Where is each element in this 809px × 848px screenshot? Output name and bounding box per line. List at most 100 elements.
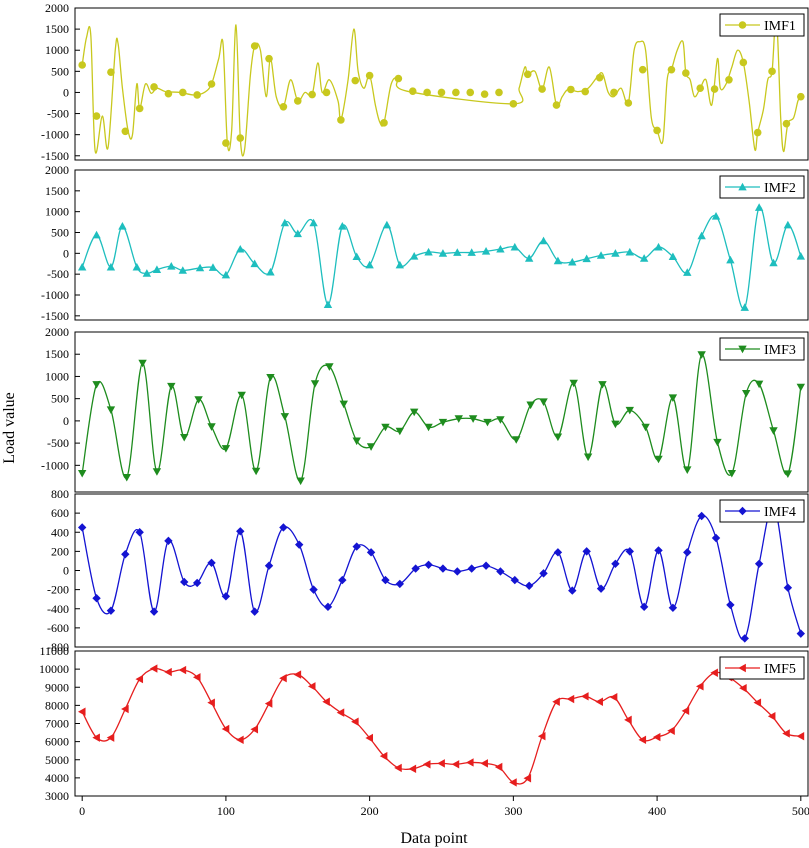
y-tick-label: -1000 [41,458,69,472]
data-point-imf3 [468,415,478,423]
data-point-imf2 [195,263,205,272]
data-point-imf1 [222,139,230,147]
series-line-imf2 [81,206,802,310]
x-tick-label: 200 [361,804,379,818]
y-tick-label: 1000 [45,43,69,57]
data-point-imf5 [121,704,129,714]
data-point-imf4 [395,579,405,589]
data-point-imf2 [77,262,87,271]
data-point-imf3 [654,455,663,464]
data-point-imf5 [394,763,402,773]
data-point-imf2 [152,265,162,273]
data-point-imf4 [596,584,606,593]
data-point-imf4 [207,558,216,568]
y-tick-label: 9000 [45,680,69,694]
y-tick-label: 8000 [45,698,69,712]
data-point-imf5 [207,698,215,707]
y-tick-label: 0 [63,564,69,578]
data-point-imf1 [250,42,259,50]
data-point-imf4 [467,564,476,573]
data-point-imf4 [424,560,433,569]
data-point-imf5 [696,682,704,691]
data-point-imf5 [667,726,675,735]
data-point-imf3 [713,438,722,447]
data-point-imf3 [741,389,751,398]
x-tick-label: 100 [217,804,235,818]
data-point-imf1 [452,88,460,97]
data-point-imf1 [279,103,288,111]
y-tick-label: 11000 [39,644,69,658]
data-point-imf1 [710,85,719,93]
legend-imf5: IMF5 [719,656,805,680]
data-point-imf5 [336,708,345,717]
legend-label-imf2: IMF2 [764,181,796,196]
y-tick-label: 1500 [45,22,69,36]
panel-frame [74,331,809,493]
data-point-imf2 [568,257,577,266]
data-point-imf2 [596,251,606,259]
data-point-imf4 [149,607,159,616]
y-tick-label: -600 [47,621,69,635]
data-point-imf3 [668,394,678,402]
data-point-imf4 [250,607,259,616]
y-tick-label: 500 [51,226,69,240]
panel-imf5: 3000 4000 5000 6000 7000 8000 9000 10000 11000 IM… [39,644,809,803]
data-point-imf5 [581,692,589,701]
data-point-imf3 [221,445,231,453]
data-point-imf5 [307,682,316,691]
y-tick-label: -500 [47,436,69,450]
data-point-imf5 [537,731,546,741]
data-point-imf3 [611,420,620,429]
data-point-imf2 [625,247,634,256]
data-point-imf4 [121,550,130,559]
data-point-imf3 [92,381,101,389]
data-point-imf1 [337,116,345,124]
y-tick-label: 0 [63,85,69,99]
data-point-imf2 [481,247,491,255]
data-point-imf3 [438,418,448,427]
y-tick-label: 200 [51,544,69,558]
data-point-imf1 [480,90,489,98]
data-point-imf2 [726,255,735,264]
data-point-imf2 [250,259,259,268]
data-point-imf3 [77,469,87,478]
data-point-imf1 [423,88,431,97]
y-tick-label: 2000 [45,163,69,177]
data-point-imf4 [323,602,333,612]
data-point-imf3 [310,380,320,388]
data-point-imf5 [624,715,632,725]
data-point-imf2 [668,252,678,261]
y-tick-label: 1000 [45,369,69,383]
data-point-imf3 [152,468,162,476]
data-point-imf3 [553,433,563,442]
data-point-imf1 [725,75,733,84]
data-point-imf1 [667,65,676,74]
legend-label-imf1: IMF1 [764,19,796,34]
data-point-imf1 [178,88,187,97]
data-point-imf3 [180,433,189,442]
data-point-imf3 [280,413,290,421]
data-point-imf5 [351,717,359,726]
panel-imf2: -1500 -1000 -500 0 500 1000 1500 2000 IMF2 [41,163,809,323]
x-axis-title: Data point [400,830,468,847]
x-tick-label: 0 [79,804,85,818]
data-point-imf2 [365,260,374,269]
data-point-imf4 [352,542,361,551]
legend-label-imf4: IMF4 [764,505,796,520]
data-point-imf4 [309,585,318,594]
data-point-imf4 [279,523,288,532]
y-tick-label: 0 [63,246,69,260]
data-point-imf2 [118,222,127,230]
data-point-imf2 [92,230,101,239]
y-tick-label: 2000 [45,1,69,15]
data-point-imf3 [754,380,764,389]
data-point-imf1 [265,54,273,63]
data-point-imf1 [466,88,475,97]
legend-label-imf3: IMF3 [764,343,796,358]
data-point-imf5 [422,760,431,769]
data-point-imf4 [683,548,692,557]
data-point-imf2 [338,222,347,230]
data-point-imf5 [236,735,244,745]
series-line-imf3 [81,354,802,482]
data-point-imf5 [739,683,747,693]
